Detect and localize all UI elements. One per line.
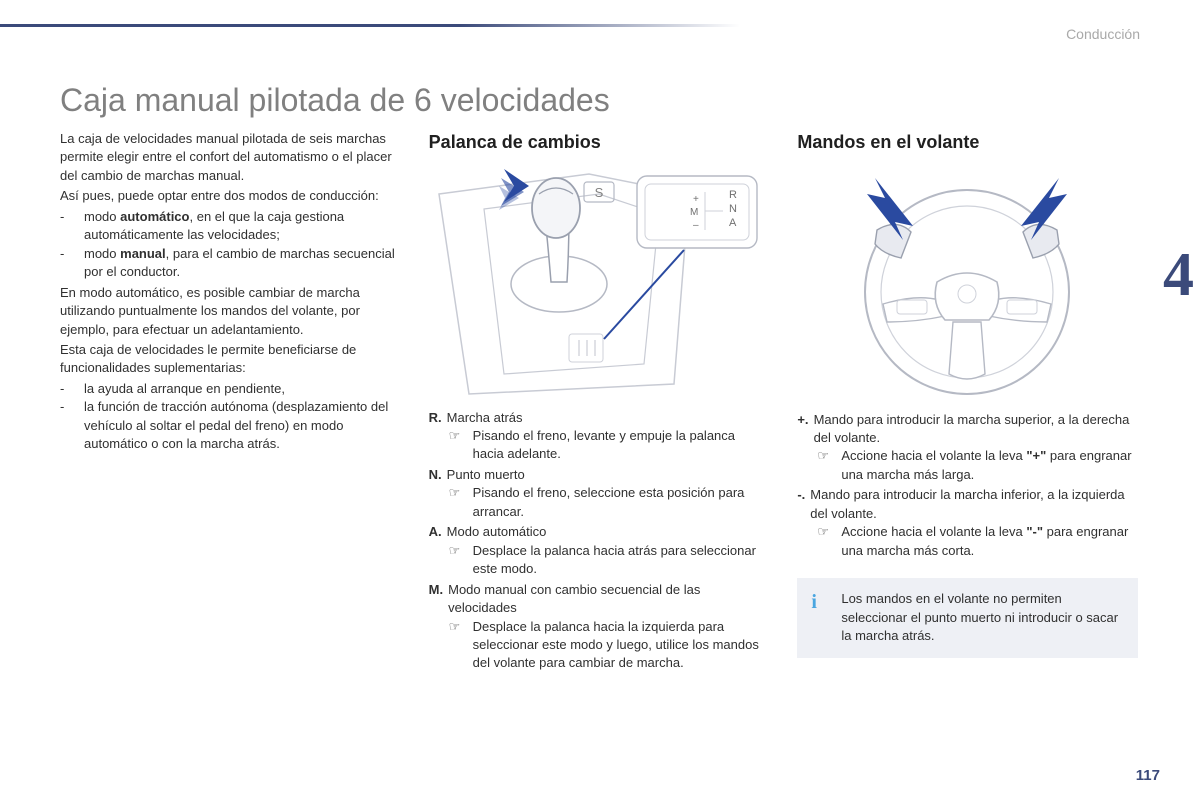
- extras-list: - la ayuda al arranque en pendiente, - l…: [60, 380, 401, 454]
- dash-icon: -: [60, 208, 84, 245]
- para-auto: En modo automático, es posible cambiar d…: [60, 284, 401, 339]
- sub-minus: ☞ Accione hacia el volante la leva "-" p…: [797, 523, 1138, 560]
- list-text: la ayuda al arranque en pendiente,: [84, 380, 285, 398]
- sub-text: Accione hacia el volante la leva "+" par…: [841, 447, 1138, 484]
- def-minus: -. Mando para introducir la marcha infer…: [797, 486, 1138, 523]
- info-icon: i: [811, 588, 829, 616]
- list-item: - modo manual, para el cambio de marchas…: [60, 245, 401, 282]
- info-text: Los mandos en el volante no permiten sel…: [841, 590, 1124, 645]
- sub-a: ☞ Desplace la palanca hacia atrás para s…: [429, 542, 770, 579]
- text-r: Marcha atrás: [442, 409, 523, 427]
- def-n: N. Punto muerto: [429, 466, 770, 484]
- right-heading: Mandos en el volante: [797, 130, 1138, 156]
- svg-text:+: +: [693, 194, 699, 205]
- page-title: Caja manual pilotada de 6 velocidades: [60, 82, 610, 119]
- intro-para: La caja de velocidades manual pilotada d…: [60, 130, 401, 185]
- header-rule: [0, 24, 460, 27]
- steering-wheel-svg: [797, 164, 1137, 399]
- def-a: A. Modo automático: [429, 523, 770, 541]
- center-heading: Palanca de cambios: [429, 130, 770, 156]
- list-item: - la función de tracción autónoma (despl…: [60, 398, 401, 453]
- column-right: Mandos en el volante: [797, 130, 1138, 673]
- dash-icon: -: [60, 398, 84, 453]
- dash-icon: -: [60, 245, 84, 282]
- svg-text:‒: ‒: [693, 220, 699, 231]
- sub-plus: ☞ Accione hacia el volante la leva "+" p…: [797, 447, 1138, 484]
- header-rule-fade: [460, 24, 740, 27]
- svg-text:A: A: [729, 217, 737, 229]
- svg-text:R: R: [729, 189, 737, 201]
- svg-text:M: M: [690, 207, 698, 218]
- steering-wheel-figure: [797, 164, 1138, 399]
- sub-n: ☞ Pisando el freno, seleccione esta posi…: [429, 484, 770, 521]
- def-m: M. Modo manual con cambio secuencial de …: [429, 581, 770, 618]
- gear-lever-svg: S R N A + M ‒: [429, 164, 769, 399]
- list-text: modo manual, para el cambio de marchas s…: [84, 245, 401, 282]
- page-number: 117: [1136, 767, 1160, 784]
- list-text: la función de tracción autónoma (desplaz…: [84, 398, 401, 453]
- list-text: modo automático, en el que la caja gesti…: [84, 208, 401, 245]
- sub-text: Pisando el freno, levante y empuje la pa…: [473, 427, 770, 464]
- svg-text:N: N: [729, 203, 737, 215]
- sub-m: ☞ Desplace la palanca hacia la izquierda…: [429, 618, 770, 673]
- hand-icon: ☞: [449, 427, 473, 464]
- lead-para: Así pues, puede optar entre dos modos de…: [60, 187, 401, 205]
- category-label: Conducción: [1066, 26, 1140, 42]
- column-center: Palanca de cambios S: [429, 130, 770, 673]
- content-columns: La caja de velocidades manual pilotada d…: [60, 130, 1138, 673]
- list-item: - la ayuda al arranque en pendiente,: [60, 380, 401, 398]
- dash-icon: -: [60, 380, 84, 398]
- def-r: R. Marcha atrás: [429, 409, 770, 427]
- para-extras: Esta caja de velocidades le permite bene…: [60, 341, 401, 378]
- sub-r: ☞ Pisando el freno, levante y empuje la …: [429, 427, 770, 464]
- section-number: 4: [1163, 240, 1194, 311]
- mode-list: - modo automático, en el que la caja ges…: [60, 208, 401, 282]
- column-left: La caja de velocidades manual pilotada d…: [60, 130, 401, 673]
- list-item: - modo automático, en el que la caja ges…: [60, 208, 401, 245]
- info-box: i Los mandos en el volante no permiten s…: [797, 578, 1138, 657]
- def-plus: +. Mando para introducir la marcha super…: [797, 411, 1138, 448]
- gear-lever-figure: S R N A + M ‒: [429, 164, 770, 399]
- svg-text:S: S: [594, 185, 603, 200]
- sub-text: Accione hacia el volante la leva "-" par…: [841, 523, 1138, 560]
- label-r: R.: [429, 409, 442, 427]
